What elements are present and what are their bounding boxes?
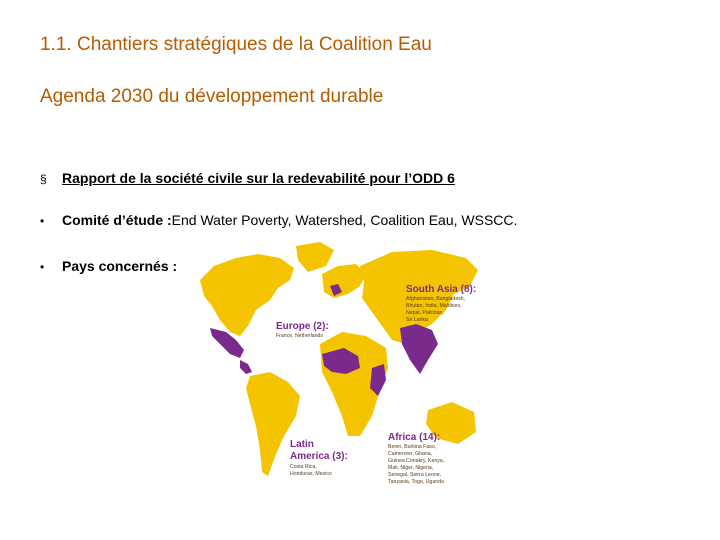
report-text: Rapport de la société civile sur la rede… bbox=[62, 170, 455, 186]
africa-line: Benin, Burkina Faso, bbox=[388, 444, 436, 450]
slide-subtitle: Agenda 2030 du développement durable bbox=[40, 86, 384, 107]
south-asia-title: South Asia (8): bbox=[406, 284, 476, 295]
south-asia-highlight bbox=[400, 324, 438, 374]
dot-bullet-icon: • bbox=[40, 214, 45, 228]
africa-line: Tanzania, Togo, Uganda bbox=[388, 479, 444, 485]
bullet-report: § Rapport de la société civile sur la re… bbox=[40, 170, 455, 186]
africa-line: Senegal, Sierra Leone, bbox=[388, 472, 441, 478]
world-map: South Asia (8): Afghanistan, Bangladesh,… bbox=[196, 240, 480, 498]
africa-title: Africa (14): bbox=[388, 432, 440, 443]
dot-bullet-icon: • bbox=[40, 260, 45, 274]
committee-label: Comité d’étude : bbox=[62, 212, 172, 228]
bullet-committee: • Comité d’étude : End Water Poverty, Wa… bbox=[40, 212, 517, 228]
central-america-highlight bbox=[240, 360, 252, 374]
latin-america-line: Honduras, Mexico bbox=[290, 471, 332, 477]
africa-highlight-east bbox=[370, 364, 386, 396]
committee-value: End Water Poverty, Watershed, Coalition … bbox=[171, 212, 518, 228]
africa-line: Mali, Niger, Nigeria, bbox=[388, 465, 433, 471]
latin-america-line: Costa Rica, bbox=[290, 464, 317, 470]
europe-line: France, Netherlands bbox=[276, 333, 323, 339]
south-asia-line: Afghanistan, Bangladesh, bbox=[406, 296, 465, 302]
south-asia-line: Sri Lanka bbox=[406, 317, 428, 323]
australia-shape bbox=[426, 402, 476, 444]
slide-title: 1.1. Chantiers stratégiques de la Coalit… bbox=[40, 34, 432, 55]
square-bullet-icon: § bbox=[40, 172, 47, 186]
greenland-shape bbox=[296, 242, 334, 272]
countries-label: Pays concernés : bbox=[62, 258, 178, 274]
latin-america-title-1: Latin bbox=[290, 439, 314, 450]
north-america-shape bbox=[200, 254, 294, 336]
asia-shape bbox=[360, 250, 478, 344]
europe-highlight bbox=[330, 284, 342, 296]
europe-title: Europe (2): bbox=[276, 321, 329, 332]
europe-shape bbox=[322, 264, 366, 298]
latin-america-title-2: America (3): bbox=[290, 451, 348, 462]
mexico-highlight bbox=[210, 328, 244, 358]
world-map-svg: South Asia (8): Afghanistan, Bangladesh,… bbox=[200, 242, 478, 485]
bullet-countries: • Pays concernés : bbox=[40, 258, 177, 274]
africa-line: Guinea Conakry, Kenya, bbox=[388, 458, 444, 464]
south-america-shape bbox=[246, 372, 300, 476]
africa-highlight-west bbox=[322, 348, 360, 374]
africa-line: Cameroon, Ghana, bbox=[388, 451, 432, 457]
south-asia-line: Bhutan, India, Maldives, bbox=[406, 303, 461, 309]
south-asia-line: Nepal, Pakistan, bbox=[406, 310, 444, 316]
